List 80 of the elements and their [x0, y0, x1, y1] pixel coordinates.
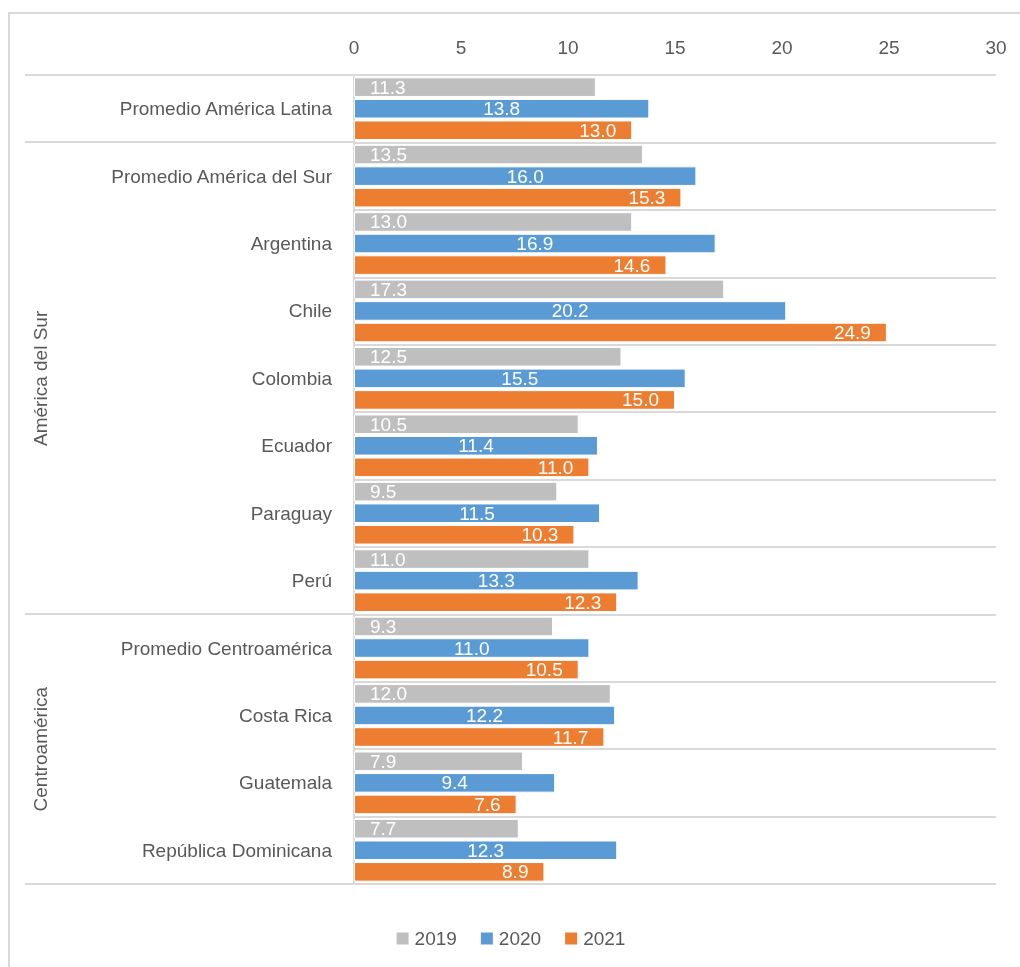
data-label: 11.0	[537, 456, 574, 478]
data-label: 13.3	[477, 570, 515, 592]
data-label: 13.5	[370, 144, 407, 166]
y-tick-label: Colombia	[251, 367, 333, 389]
x-tick-label: 15	[664, 37, 686, 58]
bar	[354, 705, 616, 726]
data-label: 13.0	[370, 211, 407, 233]
x-tick-label: 5	[455, 37, 467, 58]
y-tick-label: Chile	[288, 300, 332, 322]
bar	[354, 524, 575, 545]
x-tick-label: 30	[985, 37, 1007, 58]
bar	[354, 638, 590, 658]
bar	[354, 751, 524, 772]
bar	[354, 322, 887, 343]
bar	[354, 659, 579, 680]
data-label: 16.0	[506, 165, 544, 187]
data-label: 11.7	[552, 726, 589, 748]
bar	[354, 414, 579, 435]
data-label: 12.2	[466, 704, 504, 726]
bar	[354, 549, 590, 569]
y-tick-label: Promedio Centroamérica	[120, 637, 333, 659]
data-label: 10.3	[521, 524, 559, 546]
x-tick-label: 25	[878, 37, 900, 58]
y-tick-label: Argentina	[250, 233, 333, 255]
bar	[354, 684, 611, 704]
data-label: 7.7	[370, 818, 397, 840]
data-label: 7.9	[370, 750, 397, 772]
data-label: 15.0	[622, 389, 659, 411]
y-tick-label: Promedio América Latina	[119, 98, 333, 120]
data-label: 10.5	[370, 413, 407, 435]
data-label: 13.8	[483, 98, 521, 120]
bar	[354, 255, 667, 275]
y-tick-label: Paraguay	[250, 502, 333, 524]
bar	[354, 212, 633, 232]
x-tick-label: 10	[557, 37, 579, 58]
bar	[354, 233, 716, 254]
data-label: 11.3	[370, 76, 406, 98]
data-label: 12.0	[370, 683, 407, 705]
y-tick-label: Costa Rica	[239, 704, 333, 726]
bar	[354, 616, 554, 637]
bar	[354, 279, 725, 300]
y-tick-label: Perú	[291, 570, 332, 592]
data-label: 11.4	[458, 435, 495, 457]
legend-label: 2021	[583, 928, 626, 949]
data-label: 20.2	[551, 300, 589, 322]
data-label: 16.9	[516, 233, 554, 255]
data-label: 14.6	[613, 254, 651, 276]
data-label: 12.5	[370, 346, 407, 368]
data-label: 12.3	[564, 591, 602, 613]
data-label: 15.3	[628, 187, 666, 209]
data-label: 9.5	[370, 481, 397, 503]
bar	[354, 77, 596, 97]
bar	[354, 390, 675, 410]
bar	[354, 187, 682, 208]
bar	[354, 727, 605, 747]
legend-label: 2019	[414, 928, 457, 949]
data-label: 17.3	[370, 278, 407, 300]
y-tick-label: República Dominicana	[141, 839, 333, 861]
data-label: 11.0	[370, 548, 406, 570]
data-label: 9.4	[441, 772, 469, 794]
data-label: 9.3	[370, 615, 397, 637]
legend-label: 2020	[498, 928, 542, 949]
text: América del Sur	[29, 310, 51, 446]
data-label: 12.3	[467, 839, 505, 861]
data-label: 11.0	[453, 637, 490, 659]
data-label: 10.5	[525, 659, 563, 681]
data-label: 24.9	[833, 322, 871, 344]
data-label: 8.9	[502, 861, 529, 883]
data-label: 11.5	[459, 502, 495, 524]
data-label: 7.6	[474, 793, 501, 815]
text: Centroamérica	[29, 686, 51, 812]
data-label: 13.0	[579, 119, 617, 141]
data-label: 15.5	[501, 367, 539, 389]
bar	[354, 301, 787, 321]
x-tick-label: 20	[771, 37, 793, 58]
y-tick-label: Ecuador	[261, 435, 333, 457]
y-tick-label: Guatemala	[239, 772, 333, 794]
y-tick-label: Promedio América del Sur	[111, 165, 333, 187]
bar	[354, 862, 545, 882]
x-tick-label: 0	[348, 37, 360, 58]
